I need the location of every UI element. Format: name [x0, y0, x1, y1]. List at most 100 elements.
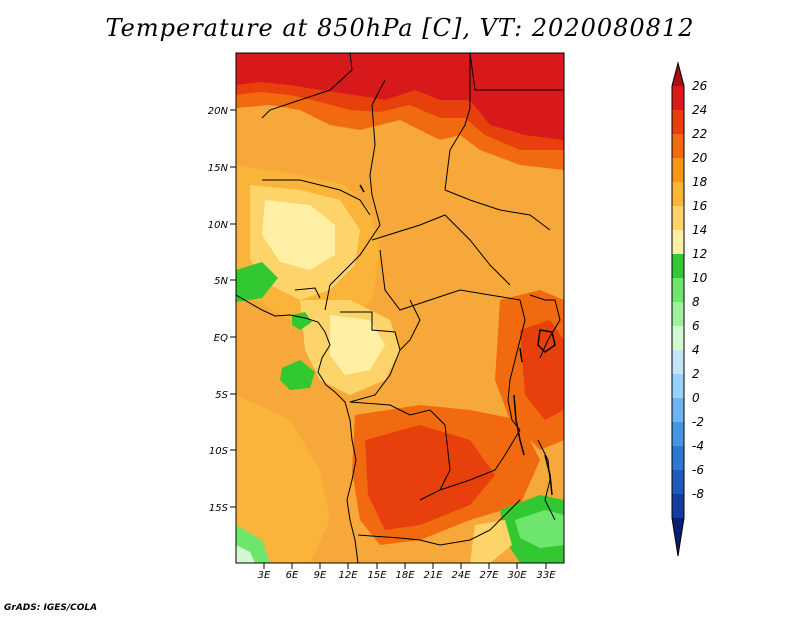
- border-sudan-southsudan: [444, 189, 551, 231]
- colorbar-cap-top: [672, 63, 684, 86]
- colorbar: 26 24 22 20 18 16 14 12 10 8 6 4 2 0 -2 …: [671, 61, 708, 557]
- lon-tick-3E: 3E: [258, 563, 271, 581]
- colorbar-box-24-26: [672, 110, 684, 134]
- colorbar-outline: [671, 61, 685, 557]
- lon-label-24E: 24E: [451, 570, 471, 581]
- lon-label-27E: 27E: [479, 570, 499, 581]
- lat-tick-5S: 5S: [215, 390, 236, 401]
- lon-tick-30E: 30E: [507, 563, 527, 581]
- field-12-14-atlantic: [280, 360, 315, 390]
- colorbar-box-12-14: [672, 254, 684, 278]
- lon-label-6E: 6E: [286, 570, 299, 581]
- map-frame: [235, 52, 565, 564]
- colorbar-box-gt26: [672, 86, 684, 110]
- lon-axis: 3E 6E 9E 12E 15E 18E 21E 24E 27E 30E 33E: [258, 563, 556, 581]
- lon-tick-33E: 33E: [536, 563, 556, 581]
- field-24-26-east: [520, 320, 564, 420]
- lon-label-3E: 3E: [258, 570, 271, 581]
- border-niger-nigeria: [262, 179, 371, 216]
- map-title: Temperature at 850hPa [C], VT: 202008081…: [105, 14, 695, 42]
- colorbar-box-18-20: [672, 182, 684, 206]
- field-12-14-coast: [236, 262, 278, 302]
- lat-axis: 20N 15N 10N 5N EQ 5S 10S 15S: [208, 106, 236, 514]
- lat-label-15N: 15N: [208, 163, 229, 174]
- colorbar-label-4: 4: [692, 343, 700, 357]
- lon-label-21E: 21E: [423, 570, 443, 581]
- field-lt14-congo: [330, 315, 385, 375]
- lake-chad: [359, 184, 365, 193]
- lon-tick-6E: 6E: [286, 563, 299, 581]
- colorbar-label-22: 22: [692, 127, 707, 141]
- border-gabon-congo: [340, 311, 401, 403]
- colorbar-label-24: 24: [692, 103, 707, 117]
- lat-tick-15S: 15S: [209, 503, 236, 514]
- colorbar-cap-bottom: [672, 518, 684, 556]
- lat-label-5N: 5N: [214, 276, 228, 287]
- credit-text: GrADS: IGES/COLA: [4, 603, 98, 613]
- colorbar-label-minus2: -2: [692, 415, 704, 429]
- colorbar-label-20: 20: [692, 151, 708, 165]
- colorbar-box-minus8-minus6: [672, 494, 684, 518]
- border-great-lakes: [507, 299, 526, 431]
- field-24-26-south: [365, 425, 495, 530]
- border-chad-sudan: [444, 53, 471, 191]
- lat-label-15S: 15S: [209, 503, 229, 514]
- lon-label-12E: 12E: [338, 570, 358, 581]
- lat-tick-EQ: EQ: [214, 333, 236, 344]
- border-zambia-zimbabwe: [439, 499, 521, 546]
- lake-malawi: [544, 454, 553, 496]
- lon-tick-12E: 12E: [338, 563, 358, 581]
- lat-tick-10N: 10N: [208, 220, 236, 231]
- border-nigeria-cameroon: [324, 194, 381, 311]
- field-14-16-se: [470, 520, 512, 563]
- border-niger-chad: [369, 79, 386, 196]
- field-10-12-se: [515, 510, 564, 548]
- border-drc-angola: [349, 401, 451, 501]
- border-drc-zambia: [439, 429, 521, 491]
- border-egypt-sudan: [469, 53, 564, 91]
- lon-tick-27E: 27E: [479, 563, 499, 581]
- lat-tick-5N: 5N: [214, 276, 236, 287]
- field-16-18-sw: [236, 395, 330, 563]
- colorbar-box-0-2: [672, 398, 684, 422]
- colorbar-label-18: 18: [692, 175, 708, 189]
- colorbar-label-2: 2: [692, 367, 700, 381]
- lon-tick-15E: 15E: [367, 563, 387, 581]
- lat-label-10S: 10S: [209, 446, 229, 457]
- colorbar-label-10: 10: [692, 271, 708, 285]
- lon-label-15E: 15E: [367, 570, 387, 581]
- lat-tick-10S: 10S: [209, 446, 236, 457]
- colorbar-box-minus2-0: [672, 422, 684, 446]
- lakes: [359, 184, 556, 496]
- colorbar-box-10-12: [672, 278, 684, 302]
- lon-label-9E: 9E: [314, 570, 327, 581]
- lake-albert: [519, 347, 523, 363]
- colorbar-label-6: 6: [692, 319, 700, 333]
- lon-label-33E: 33E: [536, 570, 556, 581]
- lon-tick-18E: 18E: [395, 563, 415, 581]
- lat-label-5S: 5S: [215, 390, 228, 401]
- lon-label-18E: 18E: [395, 570, 415, 581]
- border-cameroon-coast: [294, 287, 321, 299]
- colorbar-label-minus8: -8: [692, 487, 704, 501]
- colorbar-box-20-22: [672, 158, 684, 182]
- colorbar-box-22-24: [672, 134, 684, 158]
- field-6-8-sw: [236, 545, 255, 563]
- lon-tick-24E: 24E: [451, 563, 471, 581]
- colorbar-label-minus6: -6: [692, 463, 704, 477]
- colorbar-label-26: 26: [692, 79, 708, 93]
- colorbar-box-16-18: [672, 206, 684, 230]
- lat-label-EQ: EQ: [214, 333, 228, 344]
- lake-victoria: [537, 329, 556, 353]
- border-car-south: [379, 249, 521, 311]
- lat-label-20N: 20N: [208, 106, 229, 117]
- colorbar-label-minus4: -4: [692, 439, 704, 453]
- colorbar-box-2-4: [672, 374, 684, 398]
- colorbar-box-minus6-minus4: [672, 470, 684, 494]
- colorbar-label-12: 12: [692, 247, 707, 261]
- border-angola-namibia: [357, 534, 441, 546]
- lat-label-10N: 10N: [208, 220, 229, 231]
- colorbar-box-8-10: [672, 302, 684, 326]
- colorbar-label-14: 14: [692, 223, 707, 237]
